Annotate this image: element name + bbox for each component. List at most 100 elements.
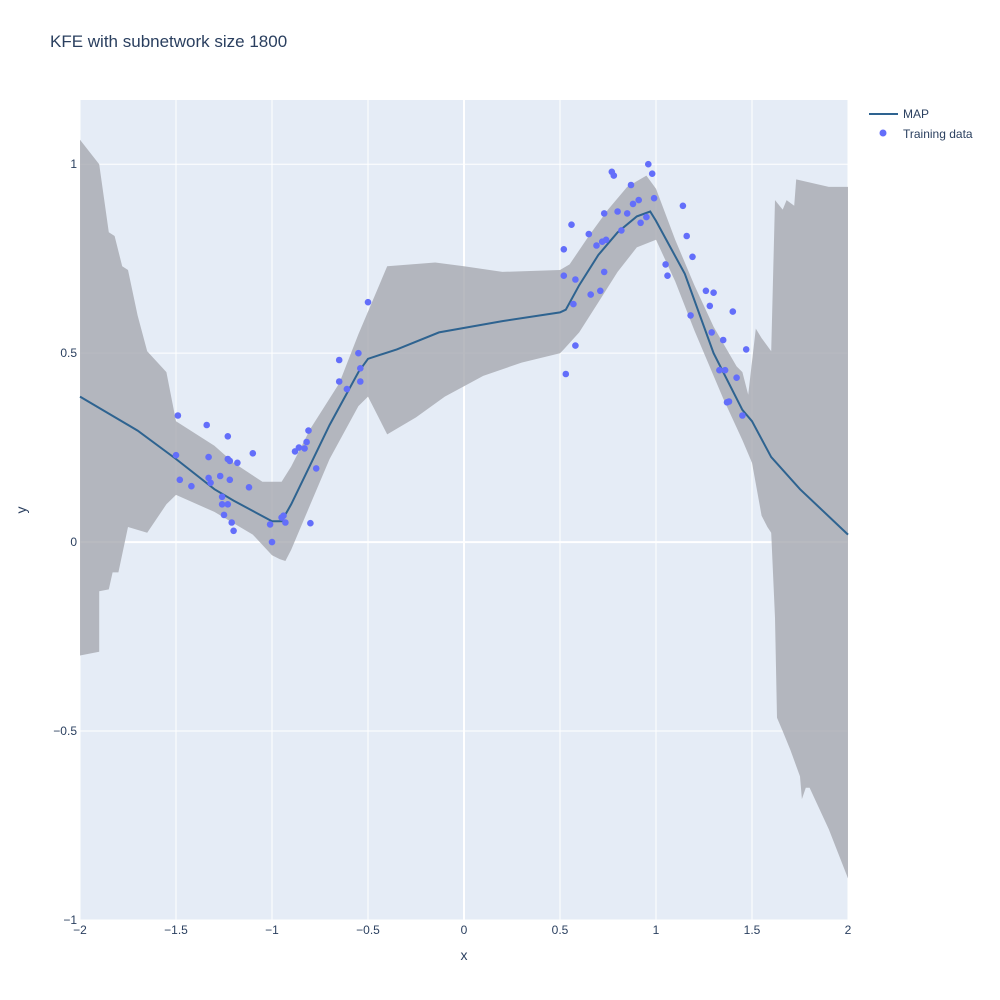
- training-point: [295, 444, 303, 451]
- training-point: [600, 210, 608, 217]
- training-point: [679, 202, 687, 210]
- training-point: [568, 221, 575, 228]
- training-point: [635, 196, 642, 204]
- training-point: [702, 287, 710, 295]
- training-point: [733, 374, 740, 382]
- training-point: [725, 398, 733, 405]
- training-point: [572, 342, 579, 349]
- training-point: [224, 501, 232, 508]
- training-point: [228, 519, 235, 526]
- training-point: [203, 421, 210, 429]
- training-point: [610, 172, 618, 179]
- training-point: [216, 472, 224, 480]
- training-point: [174, 412, 182, 419]
- training-point: [572, 276, 579, 283]
- training-point: [562, 370, 570, 378]
- training-point: [600, 268, 608, 276]
- training-point: [662, 261, 669, 268]
- training-point: [234, 459, 241, 467]
- training-point: [629, 200, 637, 208]
- legend-training-label[interactable]: Training data: [903, 127, 973, 141]
- training-point: [268, 538, 276, 546]
- training-point: [721, 366, 729, 374]
- training-point: [205, 453, 212, 461]
- training-point: [307, 519, 314, 527]
- x-tick-label: 0.5: [552, 923, 569, 937]
- training-point: [357, 378, 364, 385]
- training-point: [357, 365, 364, 372]
- x-tick-label: 0: [461, 923, 468, 937]
- training-point: [305, 427, 312, 434]
- y-tick-label: 0.5: [60, 346, 77, 360]
- training-point: [729, 308, 737, 315]
- x-axis-title: x: [461, 947, 468, 963]
- training-point: [664, 272, 671, 280]
- y-tick-labels: −1 −0.5 0 0.5 1: [53, 157, 77, 927]
- uncertainty-band-area: [80, 139, 848, 879]
- training-point: [312, 465, 320, 472]
- training-point: [710, 289, 717, 297]
- training-point: [249, 450, 257, 457]
- x-tick-label: −1.5: [164, 923, 188, 937]
- training-point: [570, 300, 577, 308]
- chart-title: KFE with subnetwork size 1800: [50, 32, 288, 51]
- training-point: [614, 208, 621, 215]
- training-point: [303, 438, 310, 446]
- legend-training-swatch[interactable]: [879, 129, 887, 137]
- training-point: [266, 521, 274, 528]
- training-point: [716, 366, 723, 374]
- x-tick-label: 2: [845, 923, 852, 937]
- training-point: [689, 253, 696, 261]
- training-point: [637, 219, 644, 227]
- training-point: [648, 170, 656, 177]
- training-point: [587, 291, 594, 298]
- y-tick-label: 0: [70, 535, 77, 549]
- y-tick-label: 1: [70, 157, 77, 171]
- training-point: [585, 230, 593, 238]
- training-point: [230, 527, 237, 535]
- x-tick-label: −1: [265, 923, 279, 937]
- legend: MAP Training data: [869, 107, 973, 141]
- training-point: [172, 451, 180, 459]
- y-axis-title: y: [13, 507, 29, 514]
- training-point: [742, 346, 750, 353]
- training-point: [207, 479, 214, 487]
- training-point: [176, 476, 184, 484]
- training-point: [218, 493, 226, 501]
- training-point: [218, 501, 226, 508]
- training-point: [224, 433, 232, 440]
- training-point: [739, 412, 746, 419]
- training-point: [335, 356, 343, 364]
- training-point: [645, 160, 652, 168]
- training-point: [282, 519, 289, 526]
- x-tick-label: −2: [73, 923, 87, 937]
- training-point: [627, 181, 635, 189]
- training-point: [335, 378, 343, 385]
- training-point: [683, 232, 690, 240]
- training-point: [226, 476, 234, 484]
- training-point: [687, 312, 694, 319]
- training-point: [706, 302, 714, 310]
- training-point: [719, 336, 727, 344]
- x-tick-label: −0.5: [356, 923, 380, 937]
- training-point: [364, 298, 372, 306]
- training-point: [623, 210, 631, 217]
- training-point: [226, 457, 234, 465]
- training-point: [245, 484, 253, 491]
- y-tick-label: −0.5: [53, 724, 77, 738]
- training-point: [560, 246, 568, 253]
- training-point: [560, 272, 568, 280]
- training-point: [593, 242, 600, 249]
- training-point: [355, 349, 362, 357]
- legend-map-label[interactable]: MAP: [903, 107, 929, 121]
- training-point: [597, 287, 604, 295]
- x-tick-labels: −2 −1.5 −1 −0.5 0 0.5 1 1.5 2: [73, 923, 852, 937]
- training-point: [650, 194, 658, 202]
- training-point: [602, 236, 610, 244]
- training-point: [280, 512, 287, 519]
- training-point: [708, 329, 715, 336]
- training-point: [188, 482, 195, 490]
- x-tick-label: 1.5: [744, 923, 761, 937]
- training-point: [643, 213, 650, 221]
